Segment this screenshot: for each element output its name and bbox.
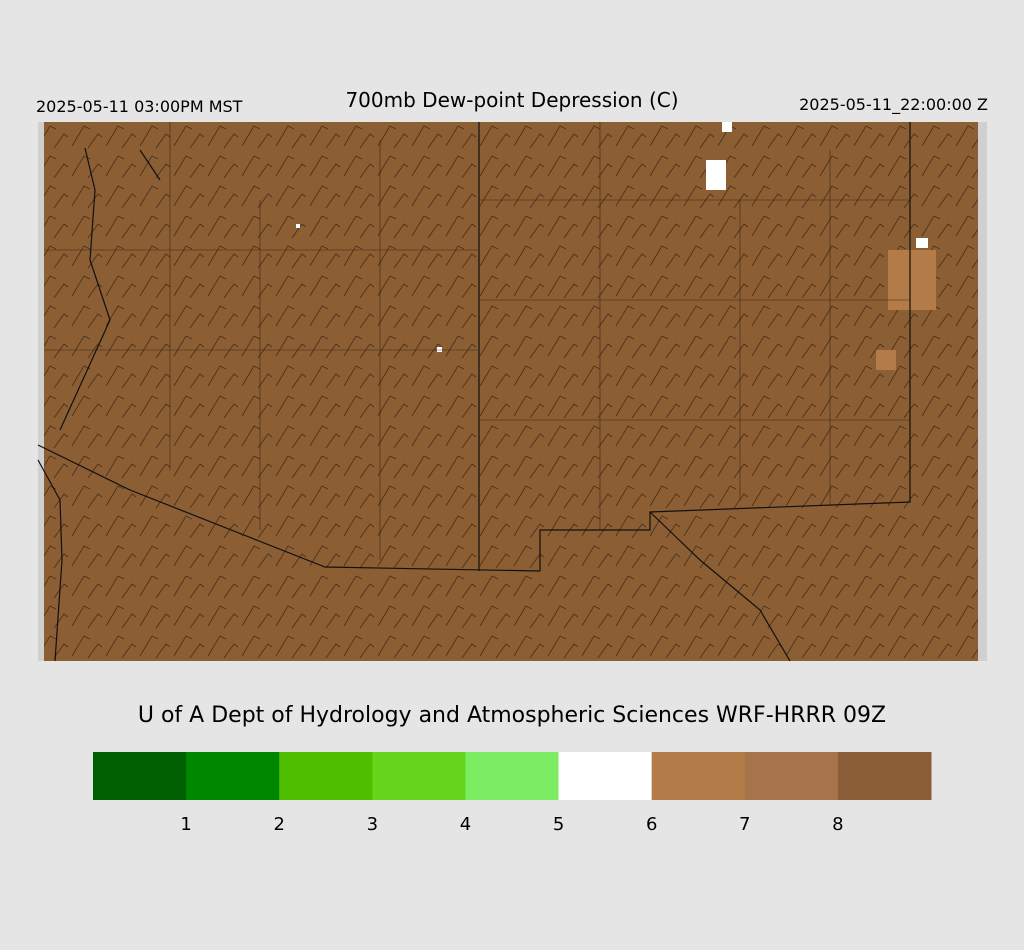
colorbar-tick-label: 3 (367, 814, 378, 835)
colorbar-tick-label: 7 (739, 814, 750, 835)
map-title: 700mb Dew-point Depression (C) (345, 88, 678, 112)
colorbar-tick-label: 2 (273, 814, 284, 835)
colorbar-swatch (186, 752, 280, 800)
wind-barbs (44, 122, 978, 661)
colorbar-swatch (558, 752, 653, 800)
colorbar-swatch (372, 752, 466, 800)
colorbar-tick-label: 4 (460, 814, 471, 835)
map-area (37, 122, 987, 662)
colorbar-tick-label: 8 (832, 814, 843, 835)
colorbar-tick-label: 1 (180, 814, 191, 835)
colorbar-swatch (279, 752, 373, 800)
colorbar-swatch (651, 752, 746, 800)
valid-utc-time: 2025-05-11_22:00:00 Z (799, 95, 988, 115)
colorbar: 1 2 3 4 5 6 7 8 (93, 752, 932, 835)
state-borders (37, 122, 911, 662)
colorbar-swatch (744, 752, 839, 800)
credit: U of A Dept of Hydrology and Atmospheric… (138, 703, 886, 728)
valid-local-time: 2025-05-11 03:00PM MST (36, 97, 243, 116)
colorbar-swatch (93, 752, 187, 800)
colorbar-tick-label: 5 (553, 814, 564, 835)
colorbar-swatch (465, 752, 560, 800)
colorbar-tick-label: 6 (646, 814, 657, 835)
county-borders (44, 122, 910, 560)
colorbar-swatch (837, 752, 932, 800)
